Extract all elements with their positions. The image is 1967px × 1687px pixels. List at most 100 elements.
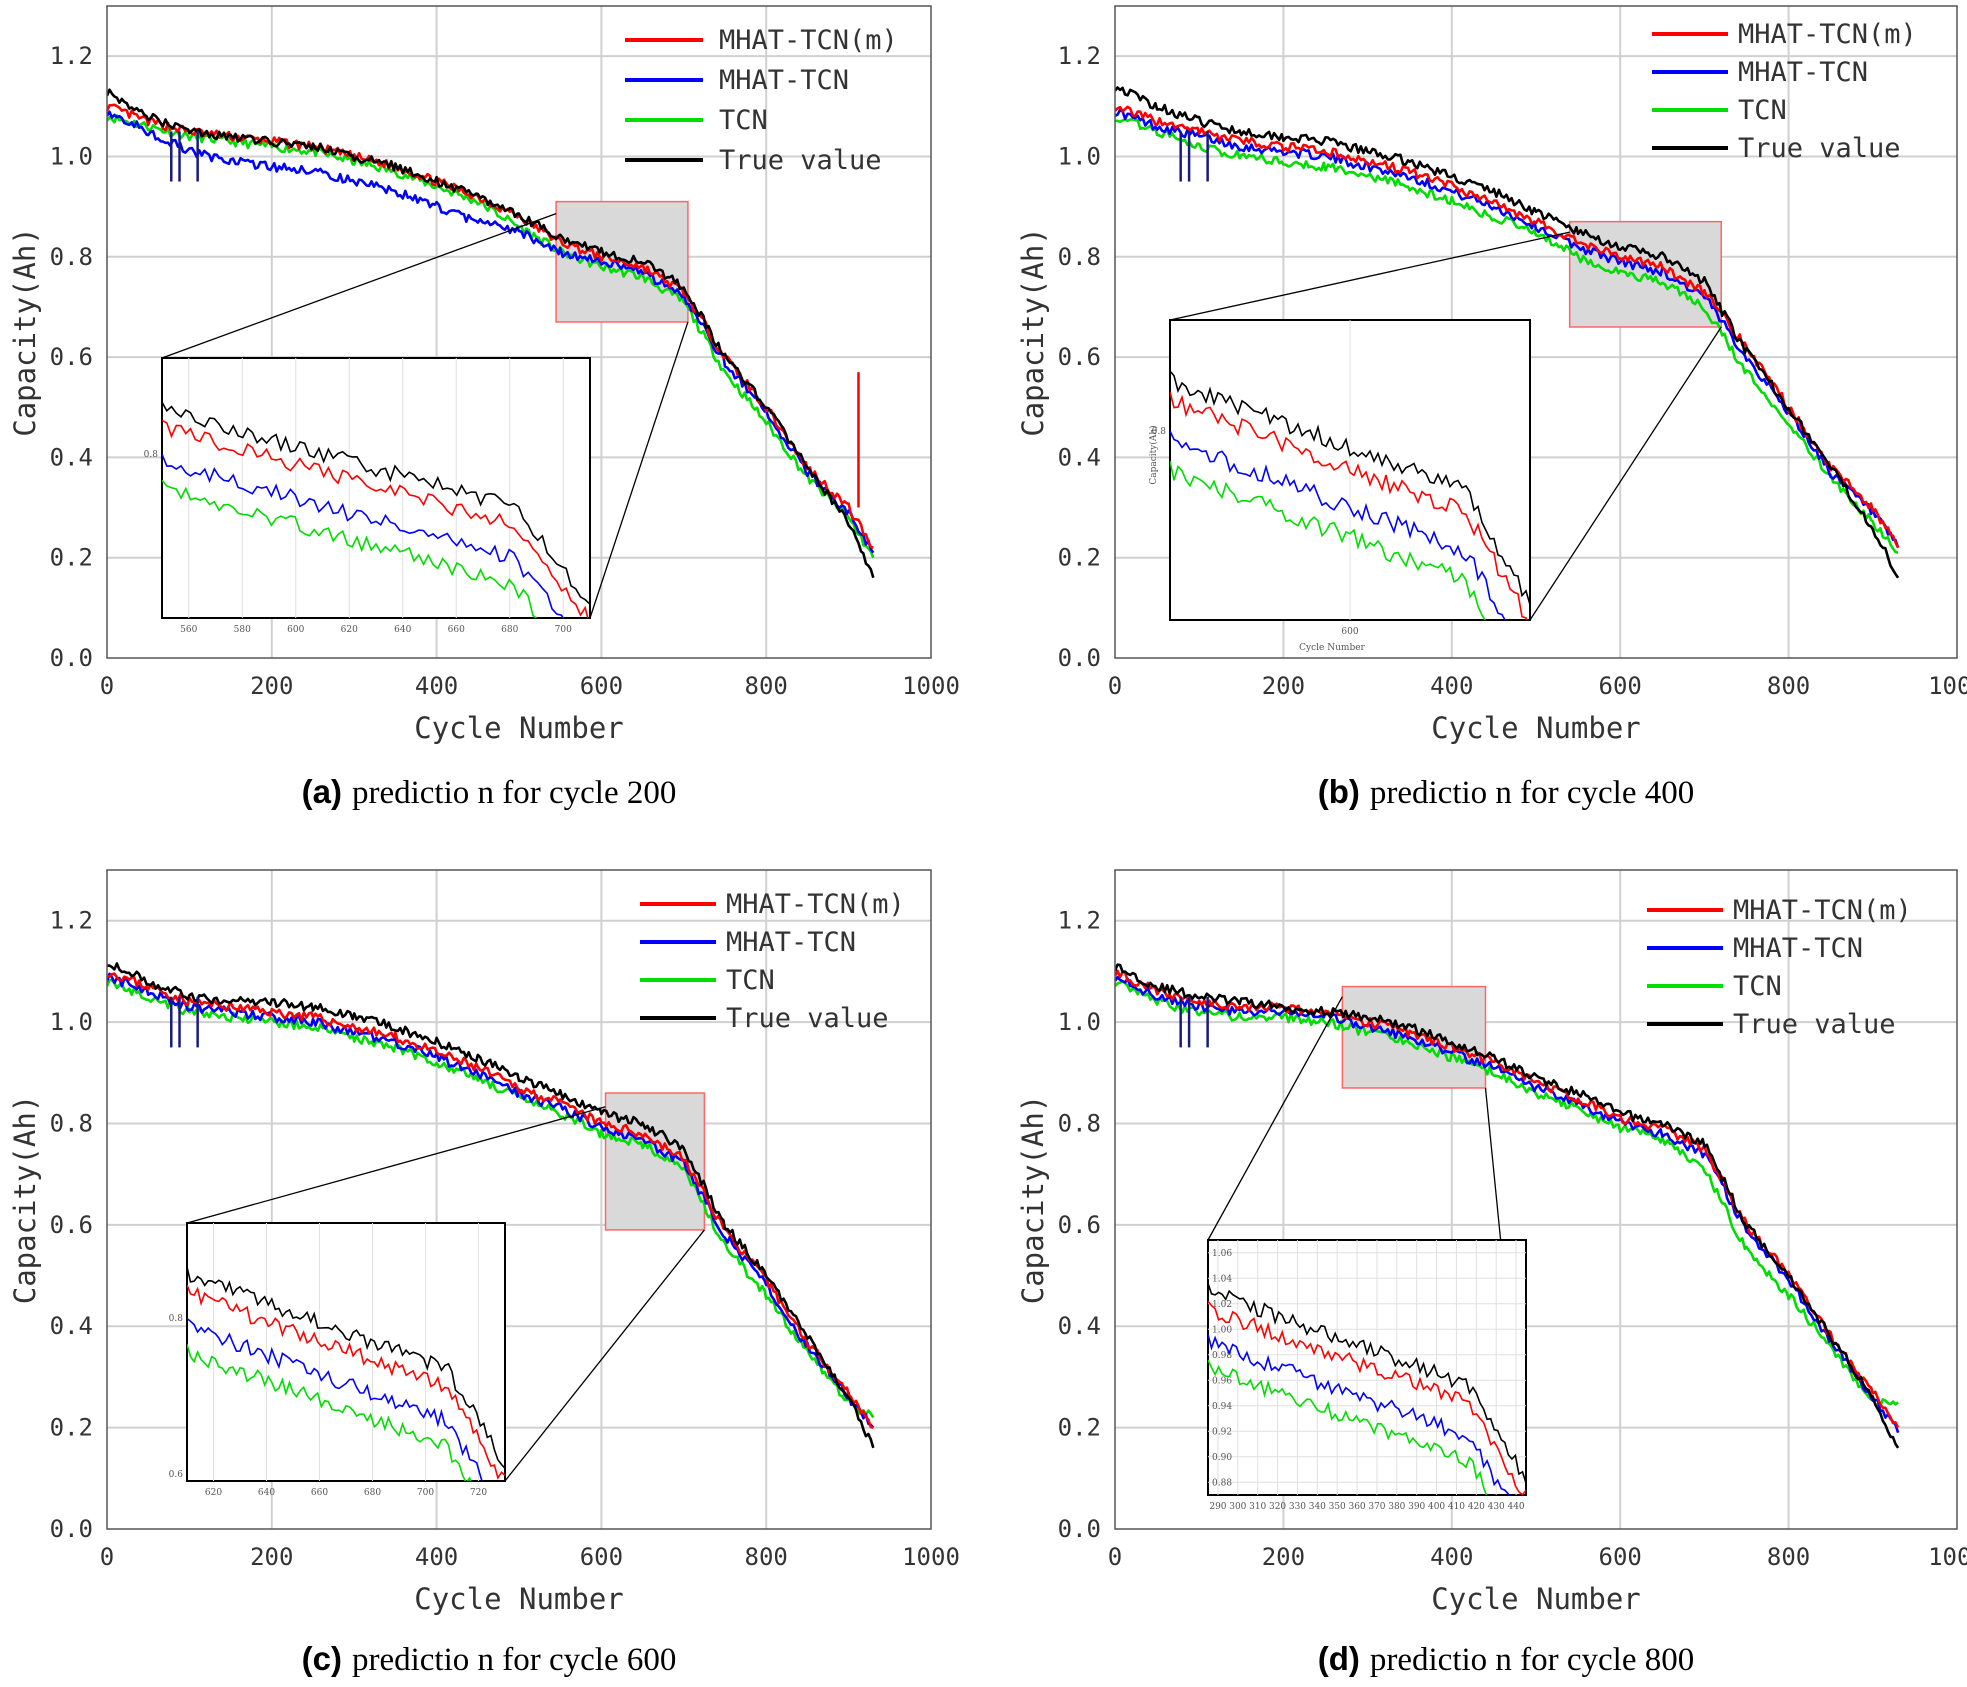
- legend-label: MHAT-TCN(m): [719, 25, 898, 56]
- inset-x-tick: 640: [258, 1488, 275, 1498]
- zoom-connector-line: [161, 213, 557, 359]
- zoom-connector-line: [1529, 326, 1722, 621]
- legend: MHAT-TCN(m) MHAT-TCN TCN True value: [625, 25, 898, 176]
- y-tick-label: 0.4: [1058, 1312, 1101, 1340]
- inset-series-true-value: [162, 401, 590, 605]
- y-tick-label: 0.4: [1058, 443, 1101, 471]
- inset-series-mhat-tcn: [187, 1317, 483, 1481]
- series-line-true-value: [1115, 86, 1900, 579]
- inset-x-tick: 400: [1428, 1502, 1445, 1512]
- inset-x-tick: 350: [1329, 1502, 1346, 1512]
- y-tick-label: 0.8: [1058, 1109, 1101, 1137]
- caption-text: predictio n for cycle 800: [1370, 1642, 1694, 1678]
- inset-y-tick: 0.96: [1212, 1376, 1232, 1386]
- series-group: [1115, 963, 1900, 1449]
- chart-panel-c: 0 200 400 600 800 1000 0.0 0.2 0.4 0.6 0.8 1.0 1.2 Cy…: [8, 869, 960, 1678]
- legend: MHAT-TCN(m) MHAT-TCN TCN True value: [640, 889, 905, 1034]
- y-tick-label: 0.6: [1058, 1211, 1101, 1239]
- legend-label: True value: [1738, 133, 1901, 164]
- y-tick-label: 1.2: [50, 42, 93, 70]
- inset-x-tick: 370: [1368, 1502, 1385, 1512]
- y-tick-label: 0.8: [50, 1109, 93, 1137]
- x-tick-label: 1000: [1928, 672, 1967, 700]
- y-tick-label: 0.0: [50, 644, 93, 672]
- series-line-mhat-tcn: [1115, 975, 1900, 1434]
- x-tick-label: 600: [1599, 1543, 1642, 1571]
- inset-series-true-value: [187, 1266, 505, 1469]
- inset-y-tick: 0.92: [1212, 1427, 1232, 1437]
- inset-series-mhat-tcn: [1170, 430, 1506, 620]
- x-axis-label: Cycle Number: [414, 1582, 624, 1616]
- legend-label: MHAT-TCN(m): [726, 889, 905, 920]
- y-tick-label: 0.2: [1058, 1414, 1101, 1442]
- inset-x-label: Cycle Number: [1299, 643, 1365, 653]
- inset-x-tick: 410: [1448, 1502, 1465, 1512]
- x-tick-label: 400: [1430, 1543, 1473, 1571]
- legend-label: True value: [1733, 1009, 1896, 1040]
- inset-series-tcn: [162, 479, 538, 618]
- plot-frame: [1114, 5, 1958, 659]
- inset-x-tick: 320: [1269, 1502, 1286, 1512]
- legend-label: TCN: [726, 965, 775, 996]
- inset-x-tick: 290: [1209, 1502, 1226, 1512]
- legend-label: TCN: [1738, 95, 1787, 126]
- zoom-connector-line: [1207, 996, 1343, 1241]
- plot-frame: [106, 869, 932, 1530]
- inset-x-tick: 720: [470, 1488, 487, 1498]
- zoom-connector-line: [504, 1229, 705, 1482]
- inset-x-tick: 600: [1341, 627, 1358, 637]
- x-tick-label: 400: [415, 672, 458, 700]
- inset-series-mhat-tcn-m-: [1170, 391, 1528, 620]
- caption-letter: (a): [302, 773, 342, 810]
- inset-series-tcn: [187, 1344, 472, 1481]
- x-tick-label: 600: [580, 1543, 623, 1571]
- inset-series-tcn: [1208, 1359, 1488, 1495]
- inset-x-tick: 430: [1488, 1502, 1505, 1512]
- y-axis-label: Capacity(Ah): [1016, 1095, 1050, 1305]
- inset-x-tick: 600: [287, 625, 304, 635]
- inset-y-tick: 0.94: [1212, 1402, 1232, 1412]
- zoom-inset: 620 640 660 680 700 720 0.8 0.6: [169, 1106, 705, 1498]
- zoom-inset: 290 300 310 320 330 340 350 360 370 380 390 400 410 4…: [1207, 996, 1527, 1512]
- x-tick-label: 0: [100, 672, 114, 700]
- panel-caption: (a) predictio n for cycle 200: [302, 773, 677, 811]
- inset-y-tick: 0.8: [169, 1314, 184, 1324]
- inset-x-tick: 440: [1507, 1502, 1524, 1512]
- zoom-inset: 600 0.8 Cycle Number Capacity(Ah): [1148, 231, 1722, 653]
- inset-x-tick: 640: [394, 625, 411, 635]
- caption-text: predictio n for cycle 400: [1370, 775, 1694, 811]
- x-tick-label: 400: [1430, 672, 1473, 700]
- inset-x-tick: 680: [364, 1488, 381, 1498]
- series-line-mhat-tcn: [1115, 108, 1900, 549]
- inset-x-tick: 380: [1388, 1502, 1405, 1512]
- y-tick-label: 1.0: [1058, 142, 1101, 170]
- inset-x-tick: 580: [234, 625, 251, 635]
- x-tick-label: 1000: [1928, 1543, 1967, 1571]
- series-group: [107, 88, 875, 579]
- zoom-inset: 560 580 600 620 640 660 680 700 0.8: [144, 213, 689, 635]
- legend-label: MHAT-TCN: [726, 927, 856, 958]
- inset-y-tick: 0.88: [1212, 1478, 1232, 1488]
- x-tick-label: 1000: [902, 1543, 960, 1571]
- y-axis-label: Capacity(Ah): [8, 1095, 42, 1305]
- x-axis-label: Cycle Number: [1431, 1582, 1641, 1616]
- y-tick-label: 1.0: [50, 142, 93, 170]
- series-line-true-value: [1115, 963, 1900, 1449]
- inset-y-tick: 1.00: [1212, 1325, 1232, 1335]
- inset-series-mhat-tcn: [162, 453, 564, 618]
- series-line-tcn: [1115, 118, 1899, 554]
- inset-x-tick: 360: [1348, 1502, 1365, 1512]
- panel-caption: (b) predictio n for cycle 400: [1318, 773, 1695, 811]
- inset-x-tick: 660: [448, 625, 465, 635]
- inset-series-group: [162, 401, 590, 618]
- y-tick-label: 0.0: [50, 1515, 93, 1543]
- legend-label: MHAT-TCN(m): [1738, 19, 1917, 50]
- series-line-mhat-tcn: [107, 972, 875, 1429]
- series-line-tcn: [1115, 980, 1899, 1408]
- inset-x-tick: 700: [555, 625, 572, 635]
- legend-label: MHAT-TCN(m): [1733, 895, 1912, 926]
- legend-label: TCN: [1733, 971, 1782, 1002]
- x-tick-label: 600: [1599, 672, 1642, 700]
- inset-y-tick: 1.04: [1212, 1274, 1232, 1284]
